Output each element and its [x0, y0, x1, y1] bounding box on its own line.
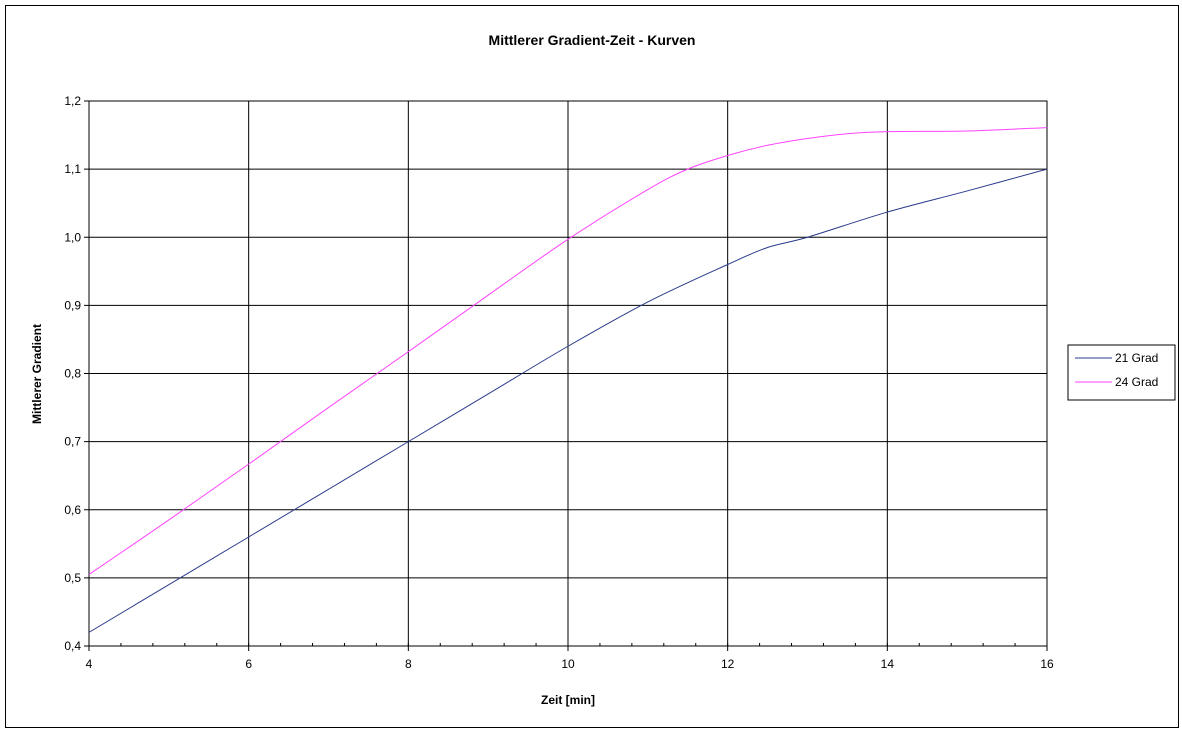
y-tick-label: 0,6 [64, 503, 81, 517]
y-tick-label: 0,5 [64, 571, 81, 585]
x-tick-label: 8 [405, 657, 412, 671]
x-tick-label: 12 [721, 657, 735, 671]
y-tick-label: 0,7 [64, 435, 81, 449]
y-axis-label: Mittlerer Gradient [30, 324, 44, 424]
legend-label: 24 Grad [1115, 375, 1158, 389]
y-tick-label: 1,1 [64, 162, 81, 176]
x-tick-label: 14 [881, 657, 895, 671]
x-axis-ticks: 4 6 8 10 12 14 16 [86, 646, 1054, 671]
x-tick-label: 10 [561, 657, 575, 671]
minor-ticks [88, 643, 1048, 646]
y-tick-label: 1,0 [64, 230, 81, 244]
series-lines [88, 127, 1048, 633]
legend-label: 21 Grad [1115, 351, 1158, 365]
legend-box [1067, 344, 1176, 401]
x-tick-label: 4 [86, 657, 93, 671]
x-tick-label: 6 [245, 657, 252, 671]
y-tick-label: 1,2 [64, 94, 81, 108]
y-tick-label: 0,4 [64, 639, 81, 653]
y-tick-label: 0,8 [64, 367, 81, 381]
chart-title: Mittlerer Gradient-Zeit - Kurven [489, 32, 696, 48]
series-line-1 [88, 168, 1048, 633]
y-tick-label: 0,9 [64, 298, 81, 312]
y-axis-ticks: 0,4 0,5 0,6 0,7 0,8 0,9 1,0 1,1 1,2 [64, 94, 89, 653]
series-line-2 [88, 127, 1048, 575]
x-tick-label: 16 [1040, 657, 1054, 671]
legend: 21 Grad 24 Grad [1067, 344, 1176, 401]
x-axis-label: Zeit [min] [541, 693, 595, 707]
